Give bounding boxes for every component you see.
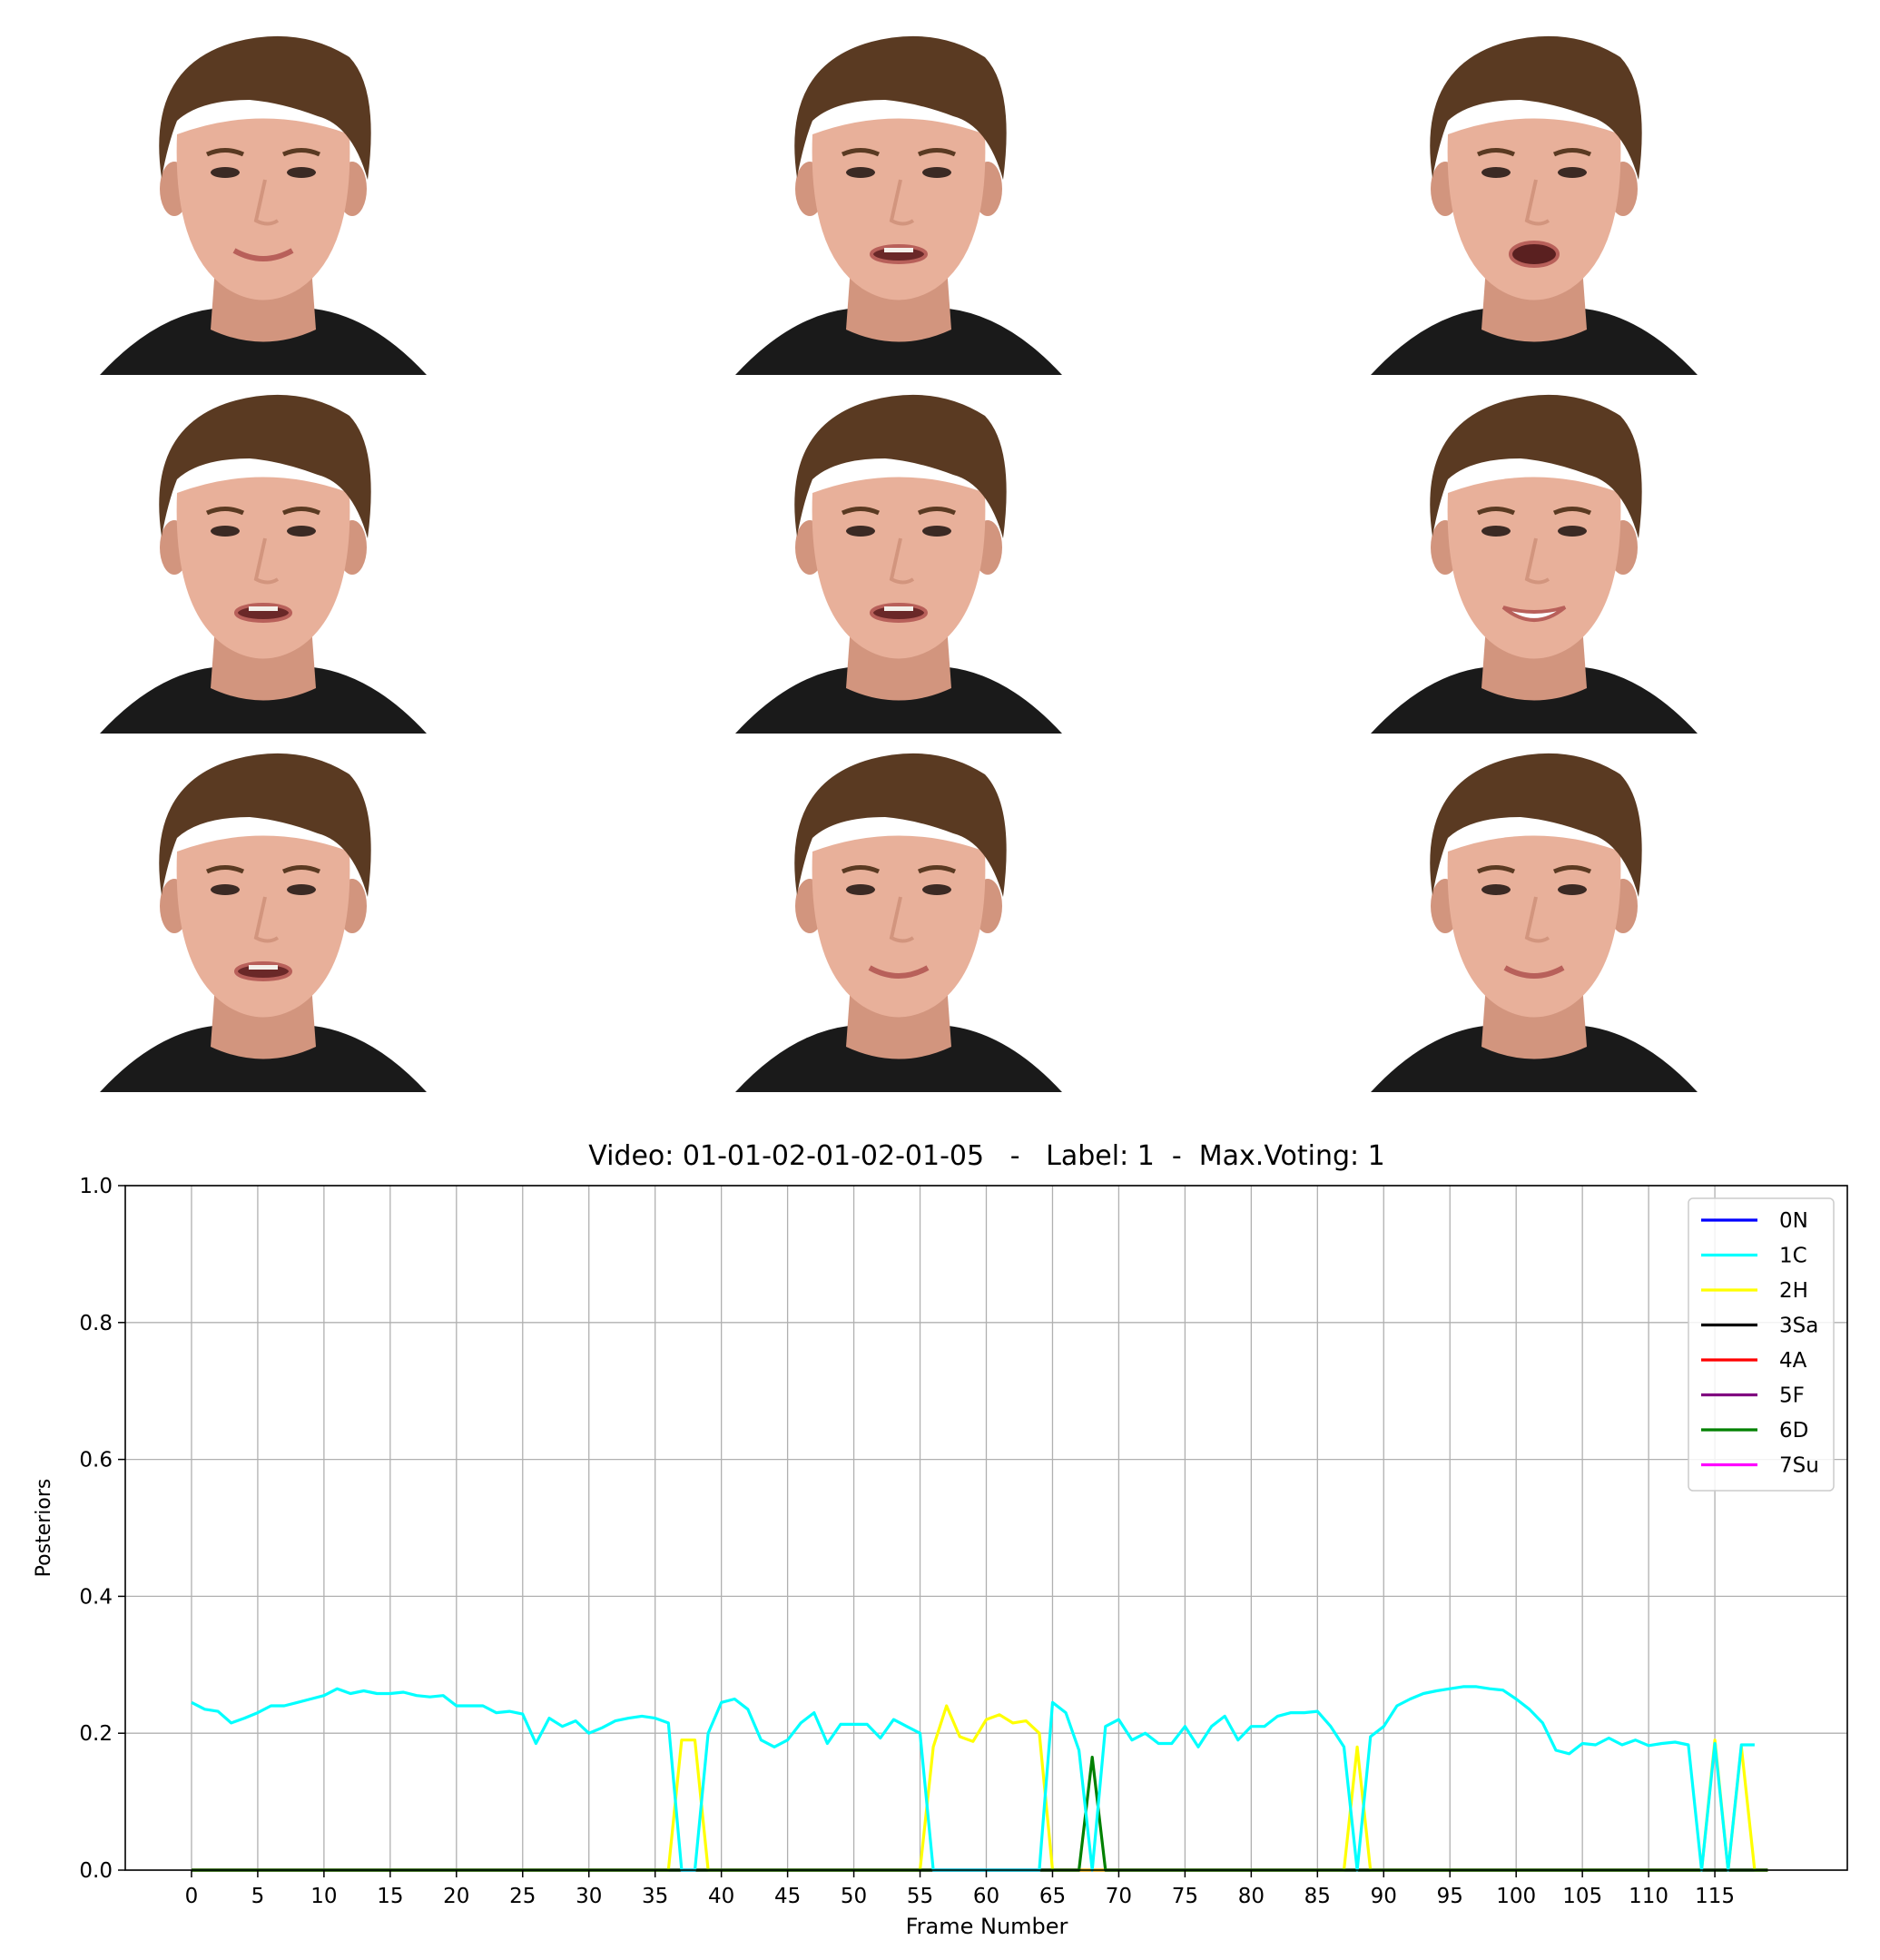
legend-label: 4A [1779, 1349, 1807, 1373]
face-image [735, 394, 1062, 734]
x-axis-label: Frame Number [906, 1914, 1068, 1939]
x-tick-label: 110 [1629, 1885, 1668, 1908]
x-axis-ticks: 0 5 10 15 20 25 30 35 40 45 50 55 60 65 70 75 80 85 90 95 10… [185, 1870, 1735, 1908]
x-tick-label: 0 [185, 1885, 199, 1908]
legend-label: 6D [1779, 1419, 1808, 1443]
y-tick-label: 0.8 [79, 1312, 113, 1335]
x-tick-label: 60 [973, 1885, 999, 1908]
x-tick-label: 40 [708, 1885, 734, 1908]
chart-grid [125, 1185, 1847, 1871]
x-tick-label: 35 [642, 1885, 668, 1908]
legend-label: 5F [1779, 1384, 1805, 1408]
x-tick-label: 15 [377, 1885, 403, 1908]
y-tick-label: 0.0 [79, 1859, 113, 1883]
chart-series [191, 1685, 1768, 1872]
legend-label: 2H [1779, 1279, 1808, 1303]
x-tick-label: 70 [1106, 1885, 1132, 1908]
x-tick-label: 25 [509, 1885, 536, 1908]
series-line-1c [191, 1685, 1755, 1872]
x-tick-label: 20 [443, 1885, 469, 1908]
video-frame [27, 734, 499, 1092]
face-image [735, 753, 1062, 1092]
chart-legend: 0N 1C 2H 3Sa 4A 5F 6D 7Su [1688, 1197, 1835, 1492]
x-tick-label: 55 [907, 1885, 933, 1908]
x-tick-label: 80 [1238, 1885, 1265, 1908]
face-image [1371, 394, 1698, 734]
face-image [100, 753, 427, 1092]
video-frame [1298, 16, 1770, 375]
face-image [1371, 35, 1698, 375]
video-frame [1298, 734, 1770, 1092]
y-tick-label: 0.2 [79, 1722, 113, 1746]
legend-box [1688, 1197, 1835, 1492]
legend-label: 3Sa [1779, 1315, 1818, 1338]
video-frame [27, 375, 499, 734]
video-frame [663, 375, 1135, 734]
x-tick-label: 115 [1695, 1885, 1735, 1908]
x-tick-label: 95 [1437, 1885, 1463, 1908]
x-tick-label: 75 [1172, 1885, 1198, 1908]
x-tick-label: 50 [841, 1885, 867, 1908]
x-tick-label: 90 [1371, 1885, 1397, 1908]
video-frame [663, 734, 1135, 1092]
x-tick-label: 30 [576, 1885, 602, 1908]
posteriors-chart: Video: 01-01-02-01-02-01-05 - Label: 1 -… [33, 1140, 1848, 1939]
y-tick-label: 1.0 [79, 1175, 113, 1198]
legend-label: 0N [1779, 1209, 1808, 1233]
face-image [100, 394, 427, 734]
video-frames-grid [27, 16, 1770, 1092]
video-frame [1298, 375, 1770, 734]
series-line-2h [192, 1704, 1768, 1872]
x-tick-label: 65 [1039, 1885, 1066, 1908]
y-axis-label: Posteriors [33, 1479, 55, 1578]
face-image [1371, 753, 1698, 1092]
face-image [735, 35, 1062, 375]
x-tick-label: 5 [251, 1885, 265, 1908]
x-tick-label: 85 [1304, 1885, 1331, 1908]
face-image [100, 35, 427, 375]
x-tick-label: 10 [310, 1885, 337, 1908]
legend-label: 1C [1779, 1245, 1807, 1268]
x-tick-label: 105 [1562, 1885, 1602, 1908]
series-line-6d [192, 1755, 1768, 1872]
y-axis-ticks: 0.0 0.2 0.4 0.6 0.8 1.0 [79, 1175, 125, 1883]
video-frame [663, 16, 1135, 375]
chart-title: Video: 01-01-02-01-02-01-05 - Label: 1 -… [588, 1140, 1385, 1172]
x-tick-label: 100 [1496, 1885, 1536, 1908]
x-tick-label: 45 [774, 1885, 801, 1908]
legend-label: 7Su [1779, 1454, 1819, 1478]
y-tick-label: 0.6 [79, 1449, 113, 1472]
y-tick-label: 0.4 [79, 1585, 113, 1609]
video-frame [27, 16, 499, 375]
